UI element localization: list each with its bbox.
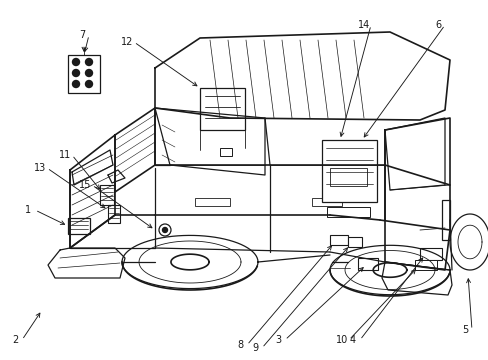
Text: 8: 8 (237, 340, 243, 350)
Bar (108, 205, 120, 223)
Bar (419, 248, 441, 260)
Text: 5: 5 (461, 325, 467, 335)
Text: 2: 2 (12, 335, 18, 345)
Circle shape (85, 58, 92, 66)
Bar (321, 140, 376, 202)
Circle shape (162, 228, 167, 233)
Bar (347, 237, 361, 247)
Text: 15: 15 (79, 180, 91, 190)
Bar (68, 55, 100, 93)
Bar (414, 260, 436, 270)
Bar (311, 198, 341, 206)
Bar (326, 207, 369, 217)
Circle shape (72, 81, 80, 87)
Text: 4: 4 (349, 335, 355, 345)
Bar (220, 148, 231, 156)
Circle shape (85, 69, 92, 77)
Text: 6: 6 (434, 20, 440, 30)
Bar (68, 218, 90, 234)
Circle shape (72, 69, 80, 77)
Text: 1: 1 (25, 205, 31, 215)
Circle shape (85, 81, 92, 87)
Bar (100, 185, 114, 205)
Text: 13: 13 (34, 163, 46, 173)
Bar (441, 200, 449, 240)
Bar (357, 258, 377, 270)
Circle shape (72, 58, 80, 66)
Circle shape (159, 224, 171, 236)
Text: 9: 9 (251, 343, 258, 353)
Bar (200, 88, 244, 130)
Text: 3: 3 (274, 335, 281, 345)
Text: 10: 10 (335, 335, 347, 345)
Text: 11: 11 (59, 150, 71, 160)
Bar (329, 168, 366, 186)
Bar (329, 235, 347, 245)
Text: 7: 7 (79, 30, 85, 40)
Text: 14: 14 (357, 20, 369, 30)
Text: 12: 12 (121, 37, 133, 47)
Bar (195, 198, 229, 206)
